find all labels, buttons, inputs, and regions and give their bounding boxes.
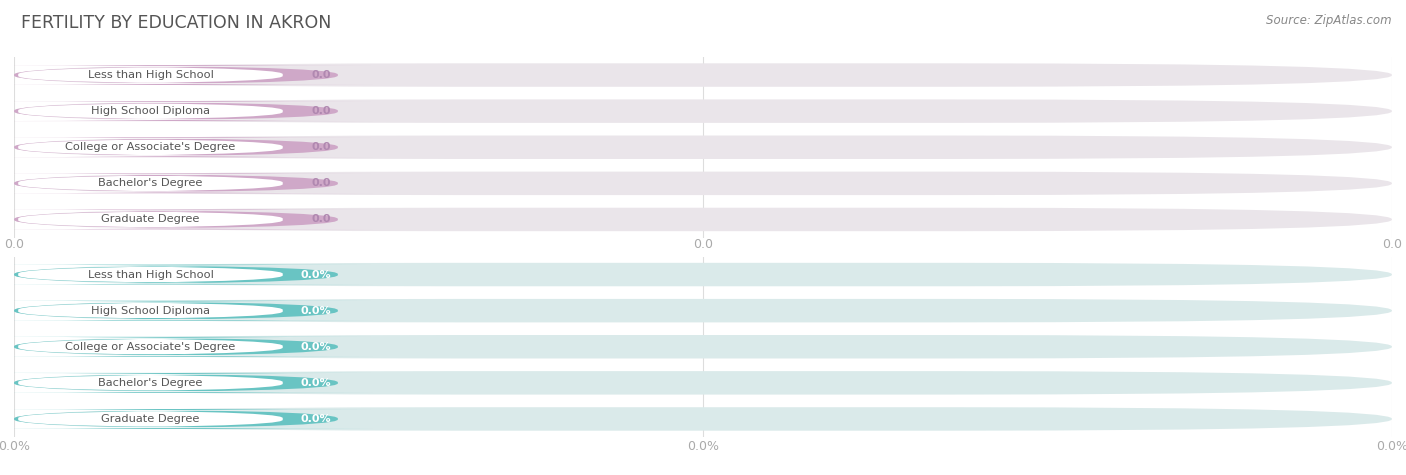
Text: 0.0%: 0.0% <box>1376 440 1406 453</box>
FancyBboxPatch shape <box>14 171 1392 195</box>
FancyBboxPatch shape <box>0 338 322 356</box>
FancyBboxPatch shape <box>14 407 1392 431</box>
Text: 0.0%: 0.0% <box>301 414 330 424</box>
FancyBboxPatch shape <box>0 65 373 85</box>
FancyBboxPatch shape <box>14 99 1392 123</box>
Text: College or Associate's Degree: College or Associate's Degree <box>65 342 236 352</box>
Text: 0.0%: 0.0% <box>688 440 718 453</box>
Text: 0.0: 0.0 <box>312 70 330 80</box>
FancyBboxPatch shape <box>0 174 322 192</box>
FancyBboxPatch shape <box>0 337 373 357</box>
Text: Graduate Degree: Graduate Degree <box>101 414 200 424</box>
Text: High School Diploma: High School Diploma <box>91 106 209 116</box>
FancyBboxPatch shape <box>0 410 322 428</box>
FancyBboxPatch shape <box>0 138 322 156</box>
FancyBboxPatch shape <box>0 265 373 285</box>
FancyBboxPatch shape <box>0 266 322 284</box>
Text: 0.0%: 0.0% <box>0 440 30 453</box>
FancyBboxPatch shape <box>14 135 1392 159</box>
Text: 0.0%: 0.0% <box>301 305 330 316</box>
Text: 0.0: 0.0 <box>312 214 330 225</box>
FancyBboxPatch shape <box>14 63 1392 87</box>
FancyBboxPatch shape <box>0 374 322 392</box>
Text: 0.0%: 0.0% <box>301 269 330 280</box>
FancyBboxPatch shape <box>0 210 322 228</box>
FancyBboxPatch shape <box>14 208 1392 231</box>
Text: 0.0: 0.0 <box>312 178 330 189</box>
Text: 0.0: 0.0 <box>4 238 24 251</box>
Text: 0.0%: 0.0% <box>301 342 330 352</box>
Text: Source: ZipAtlas.com: Source: ZipAtlas.com <box>1267 14 1392 27</box>
Text: Graduate Degree: Graduate Degree <box>101 214 200 225</box>
Text: 0.0: 0.0 <box>312 106 330 116</box>
FancyBboxPatch shape <box>0 409 373 429</box>
FancyBboxPatch shape <box>14 299 1392 323</box>
FancyBboxPatch shape <box>14 371 1392 395</box>
Text: Bachelor's Degree: Bachelor's Degree <box>98 378 202 388</box>
Text: 0.0: 0.0 <box>312 142 330 152</box>
FancyBboxPatch shape <box>0 137 373 157</box>
FancyBboxPatch shape <box>14 335 1392 359</box>
Text: 0.0%: 0.0% <box>301 378 330 388</box>
Text: Bachelor's Degree: Bachelor's Degree <box>98 178 202 189</box>
FancyBboxPatch shape <box>0 66 322 84</box>
Text: Less than High School: Less than High School <box>87 269 214 280</box>
FancyBboxPatch shape <box>0 301 373 321</box>
Text: 0.0: 0.0 <box>693 238 713 251</box>
FancyBboxPatch shape <box>0 102 322 120</box>
FancyBboxPatch shape <box>0 209 373 229</box>
Text: FERTILITY BY EDUCATION IN AKRON: FERTILITY BY EDUCATION IN AKRON <box>21 14 332 32</box>
Text: College or Associate's Degree: College or Associate's Degree <box>65 142 236 152</box>
FancyBboxPatch shape <box>0 173 373 193</box>
FancyBboxPatch shape <box>0 101 373 121</box>
FancyBboxPatch shape <box>0 302 322 320</box>
Text: 0.0: 0.0 <box>1382 238 1402 251</box>
FancyBboxPatch shape <box>0 373 373 393</box>
FancyBboxPatch shape <box>14 263 1392 286</box>
Text: High School Diploma: High School Diploma <box>91 305 209 316</box>
Text: Less than High School: Less than High School <box>87 70 214 80</box>
